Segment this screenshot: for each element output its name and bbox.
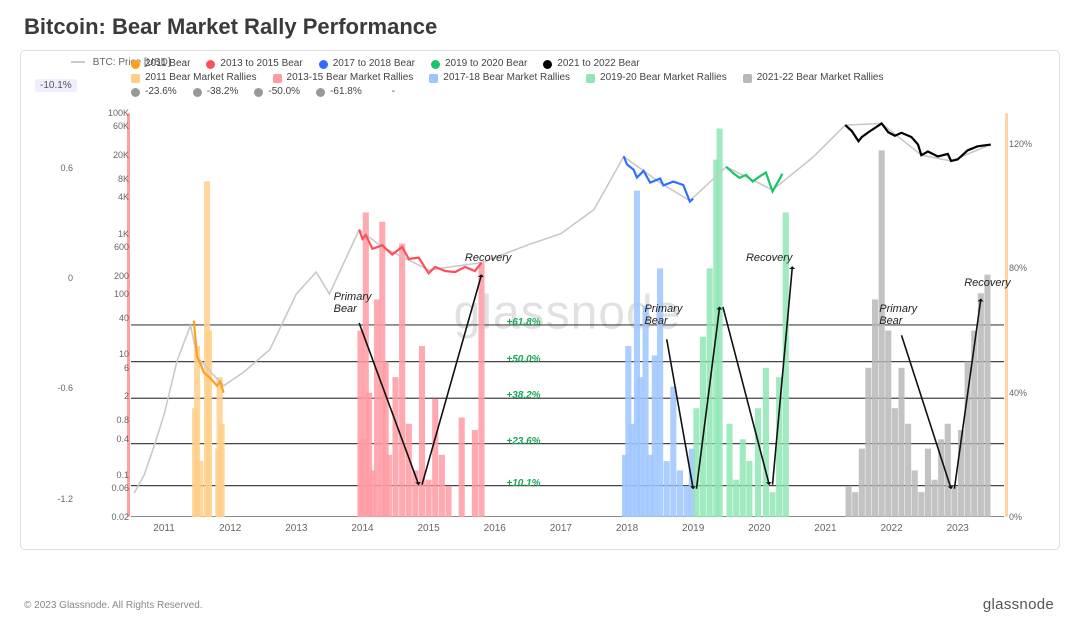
x-tick: 2022: [880, 523, 902, 534]
x-tick: 2011: [153, 523, 175, 534]
x-tick: 2017: [550, 523, 572, 534]
y-tick-left2: 0: [68, 273, 73, 283]
legend-item[interactable]: 2017-18 Bear Market Rallies: [429, 71, 570, 85]
y-tick-price: 6: [124, 363, 129, 373]
x-tick: 2016: [484, 523, 506, 534]
legend-item[interactable]: -: [378, 85, 395, 99]
x-tick: 2021: [814, 523, 836, 534]
y-tick-price: 0.4: [116, 434, 129, 444]
right-axis-accent: [1005, 113, 1008, 517]
x-tick: 2013: [285, 523, 307, 534]
y-tick-price: 0.1: [116, 470, 129, 480]
y-tick-price: 100K: [108, 108, 129, 118]
x-tick: 2020: [748, 523, 770, 534]
chart-frame: BTC: Price [USD] -10.1% 2011 Bear2013 to…: [20, 50, 1060, 550]
y-tick-price: 0.02: [111, 512, 129, 522]
plot-area: glassnode +10.1%+23.6%+38.2%+50.0%+61.8%…: [131, 113, 1004, 517]
legend-item[interactable]: 2017 to 2018 Bear: [319, 57, 415, 71]
fib-label: +10.1%: [506, 478, 540, 489]
legend-item[interactable]: 2019 to 2020 Bear: [431, 57, 527, 71]
x-axis: 2011 2012 2013 2014 2015 2016 2017 2018 2019 2020…: [131, 523, 1004, 537]
x-tick: 2015: [417, 523, 439, 534]
legend-item[interactable]: 2021-22 Bear Market Rallies: [743, 71, 884, 85]
annotation: PrimaryBear: [334, 291, 372, 315]
legend-item[interactable]: 2021 to 2022 Bear: [543, 57, 639, 71]
y-tick-price: 40: [119, 313, 129, 323]
x-tick: 2012: [219, 523, 241, 534]
y-tick-pct: 40%: [1009, 388, 1027, 398]
legend-item[interactable]: -50.0%: [254, 85, 300, 99]
y-tick-pct: 0%: [1009, 512, 1022, 522]
x-tick: 2019: [682, 523, 704, 534]
fib-label: +50.0%: [506, 354, 540, 365]
y-tick-price: 8K: [118, 174, 129, 184]
y-tick-price: 0.06: [111, 483, 129, 493]
y-tick-pct: 120%: [1009, 139, 1032, 149]
x-tick: 2023: [947, 523, 969, 534]
y-tick-price: 100: [114, 289, 129, 299]
brand-logo: glassnode: [983, 596, 1054, 613]
y-tick-price: 10: [119, 349, 129, 359]
y-tick-price: 60K: [113, 121, 129, 131]
page: Bitcoin: Bear Market Rally Performance B…: [0, 0, 1080, 621]
x-tick: 2018: [616, 523, 638, 534]
legend-item[interactable]: -38.2%: [193, 85, 239, 99]
annotation: PrimaryBear: [879, 303, 917, 327]
y-tick-left2: 0.6: [60, 163, 73, 173]
y-tick-price: 2: [124, 391, 129, 401]
chart-svg: [131, 113, 1004, 517]
x-tick: 2014: [351, 523, 373, 534]
y-axis-secondary-left: -1.2 -0.6 0 0.6: [43, 113, 73, 517]
annotation: PrimaryBear: [644, 303, 682, 327]
y-tick-pct: 80%: [1009, 263, 1027, 273]
legend-item[interactable]: 2011 Bear Market Rallies: [131, 71, 257, 85]
legend-item[interactable]: -61.8%: [316, 85, 362, 99]
annotation: Recovery: [746, 252, 792, 264]
y-tick-price: 20K: [113, 150, 129, 160]
y-tick-left2: -1.2: [57, 494, 73, 504]
fib-label: +23.6%: [506, 436, 540, 447]
y-axis-right-pct: 0%40%80%120%: [1009, 113, 1043, 517]
legend-item[interactable]: 2011 Bear: [131, 57, 190, 71]
y-tick-price: 4K: [118, 192, 129, 202]
legend-row-2: 2011 Bear Market Rallies 2013-15 Bear Mar…: [131, 71, 1039, 85]
legend-item[interactable]: 2013-15 Bear Market Rallies: [273, 71, 414, 85]
footer-copyright: © 2023 Glassnode. All Rights Reserved.: [24, 600, 203, 611]
legend-row-1: 2011 Bear 2013 to 2015 Bear 2017 to 2018 B…: [131, 57, 1039, 71]
chart-title: Bitcoin: Bear Market Rally Performance: [24, 14, 1060, 40]
y-tick-price: 0.8: [116, 415, 129, 425]
legend-item[interactable]: 2019-20 Bear Market Rallies: [586, 71, 727, 85]
annotation: Recovery: [465, 252, 511, 264]
annotation: Recovery: [964, 277, 1010, 289]
y-tick-left2: -0.6: [57, 383, 73, 393]
y-tick-price: 600: [114, 242, 129, 252]
legend-item[interactable]: 2013 to 2015 Bear: [206, 57, 302, 71]
y-tick-price: 1K: [118, 229, 129, 239]
fib-label: +38.2%: [506, 390, 540, 401]
fib-label: +61.8%: [506, 317, 540, 328]
side-badge: -10.1%: [35, 79, 77, 92]
legend-row-3: -23.6% -38.2% -50.0% -61.8% -: [131, 85, 1039, 99]
legend-item[interactable]: -23.6%: [131, 85, 177, 99]
y-axis-price: 0.020.060.10.40.82610401002006001K4K8K20…: [91, 113, 129, 517]
legend: 2011 Bear 2013 to 2015 Bear 2017 to 2018 B…: [131, 57, 1039, 99]
y-tick-price: 200: [114, 271, 129, 281]
